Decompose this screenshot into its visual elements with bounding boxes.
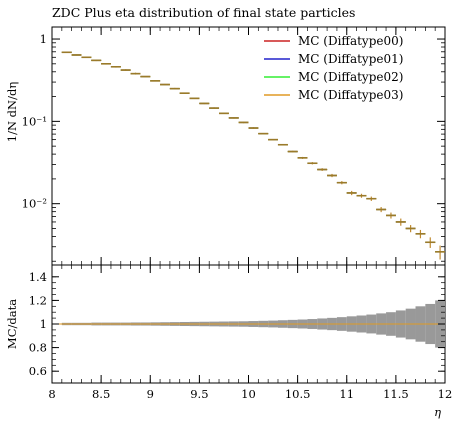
legend-label-diffatype00: MC (Diffatype00) — [298, 34, 403, 48]
legend-label-diffatype01: MC (Diffatype01) — [298, 52, 403, 66]
main-y-axis-label: 1/N dN/dη — [5, 82, 19, 143]
x-tick-label-3: 9.5 — [190, 387, 208, 401]
y-tick-label-2: 10⁻² — [22, 197, 47, 211]
y-tick-label-1: 10⁻¹ — [22, 114, 47, 128]
x-axis: 8 8.5 9 9.5 10 10.5 11 11.5 12 — [48, 27, 452, 401]
ratio-y-tick-label-2: 1 — [40, 317, 47, 331]
x-tick-label-4: 10 — [241, 387, 256, 401]
ratio-y-tick-label-3: 1.2 — [29, 293, 47, 307]
main-y-axis: 1 10⁻¹ 10⁻² — [22, 32, 445, 262]
ratio-y-tick-label-1: 0.8 — [29, 341, 47, 355]
legend: MC (Diffatype00) MC (Diffatype01) MC (Di… — [264, 34, 403, 102]
chart-title: ZDC Plus eta distribution of final state… — [52, 5, 355, 20]
ratio-y-axis-label: MC/data — [5, 299, 19, 349]
legend-label-diffatype03: MC (Diffatype03) — [298, 88, 403, 102]
x-tick-label-1: 8.5 — [92, 387, 110, 401]
ratio-plot-area — [52, 300, 445, 348]
y-tick-label-0: 1 — [40, 32, 47, 46]
x-tick-label-7: 11.5 — [383, 387, 409, 401]
legend-label-diffatype02: MC (Diffatype02) — [298, 70, 403, 84]
ratio-y-tick-label-4: 1.4 — [29, 270, 47, 284]
ratio-y-tick-label-0: 0.6 — [29, 364, 47, 378]
x-tick-label-0: 8 — [48, 387, 55, 401]
ratio-y-axis: 0.6 0.8 1 1.2 1.4 — [29, 270, 445, 378]
x-axis-label: η — [434, 405, 441, 419]
x-tick-label-8: 12 — [438, 387, 453, 401]
x-tick-label-5: 10.5 — [285, 387, 311, 401]
x-tick-label-6: 11 — [339, 387, 354, 401]
x-tick-label-2: 9 — [147, 387, 154, 401]
main-plot-area — [61, 51, 445, 260]
